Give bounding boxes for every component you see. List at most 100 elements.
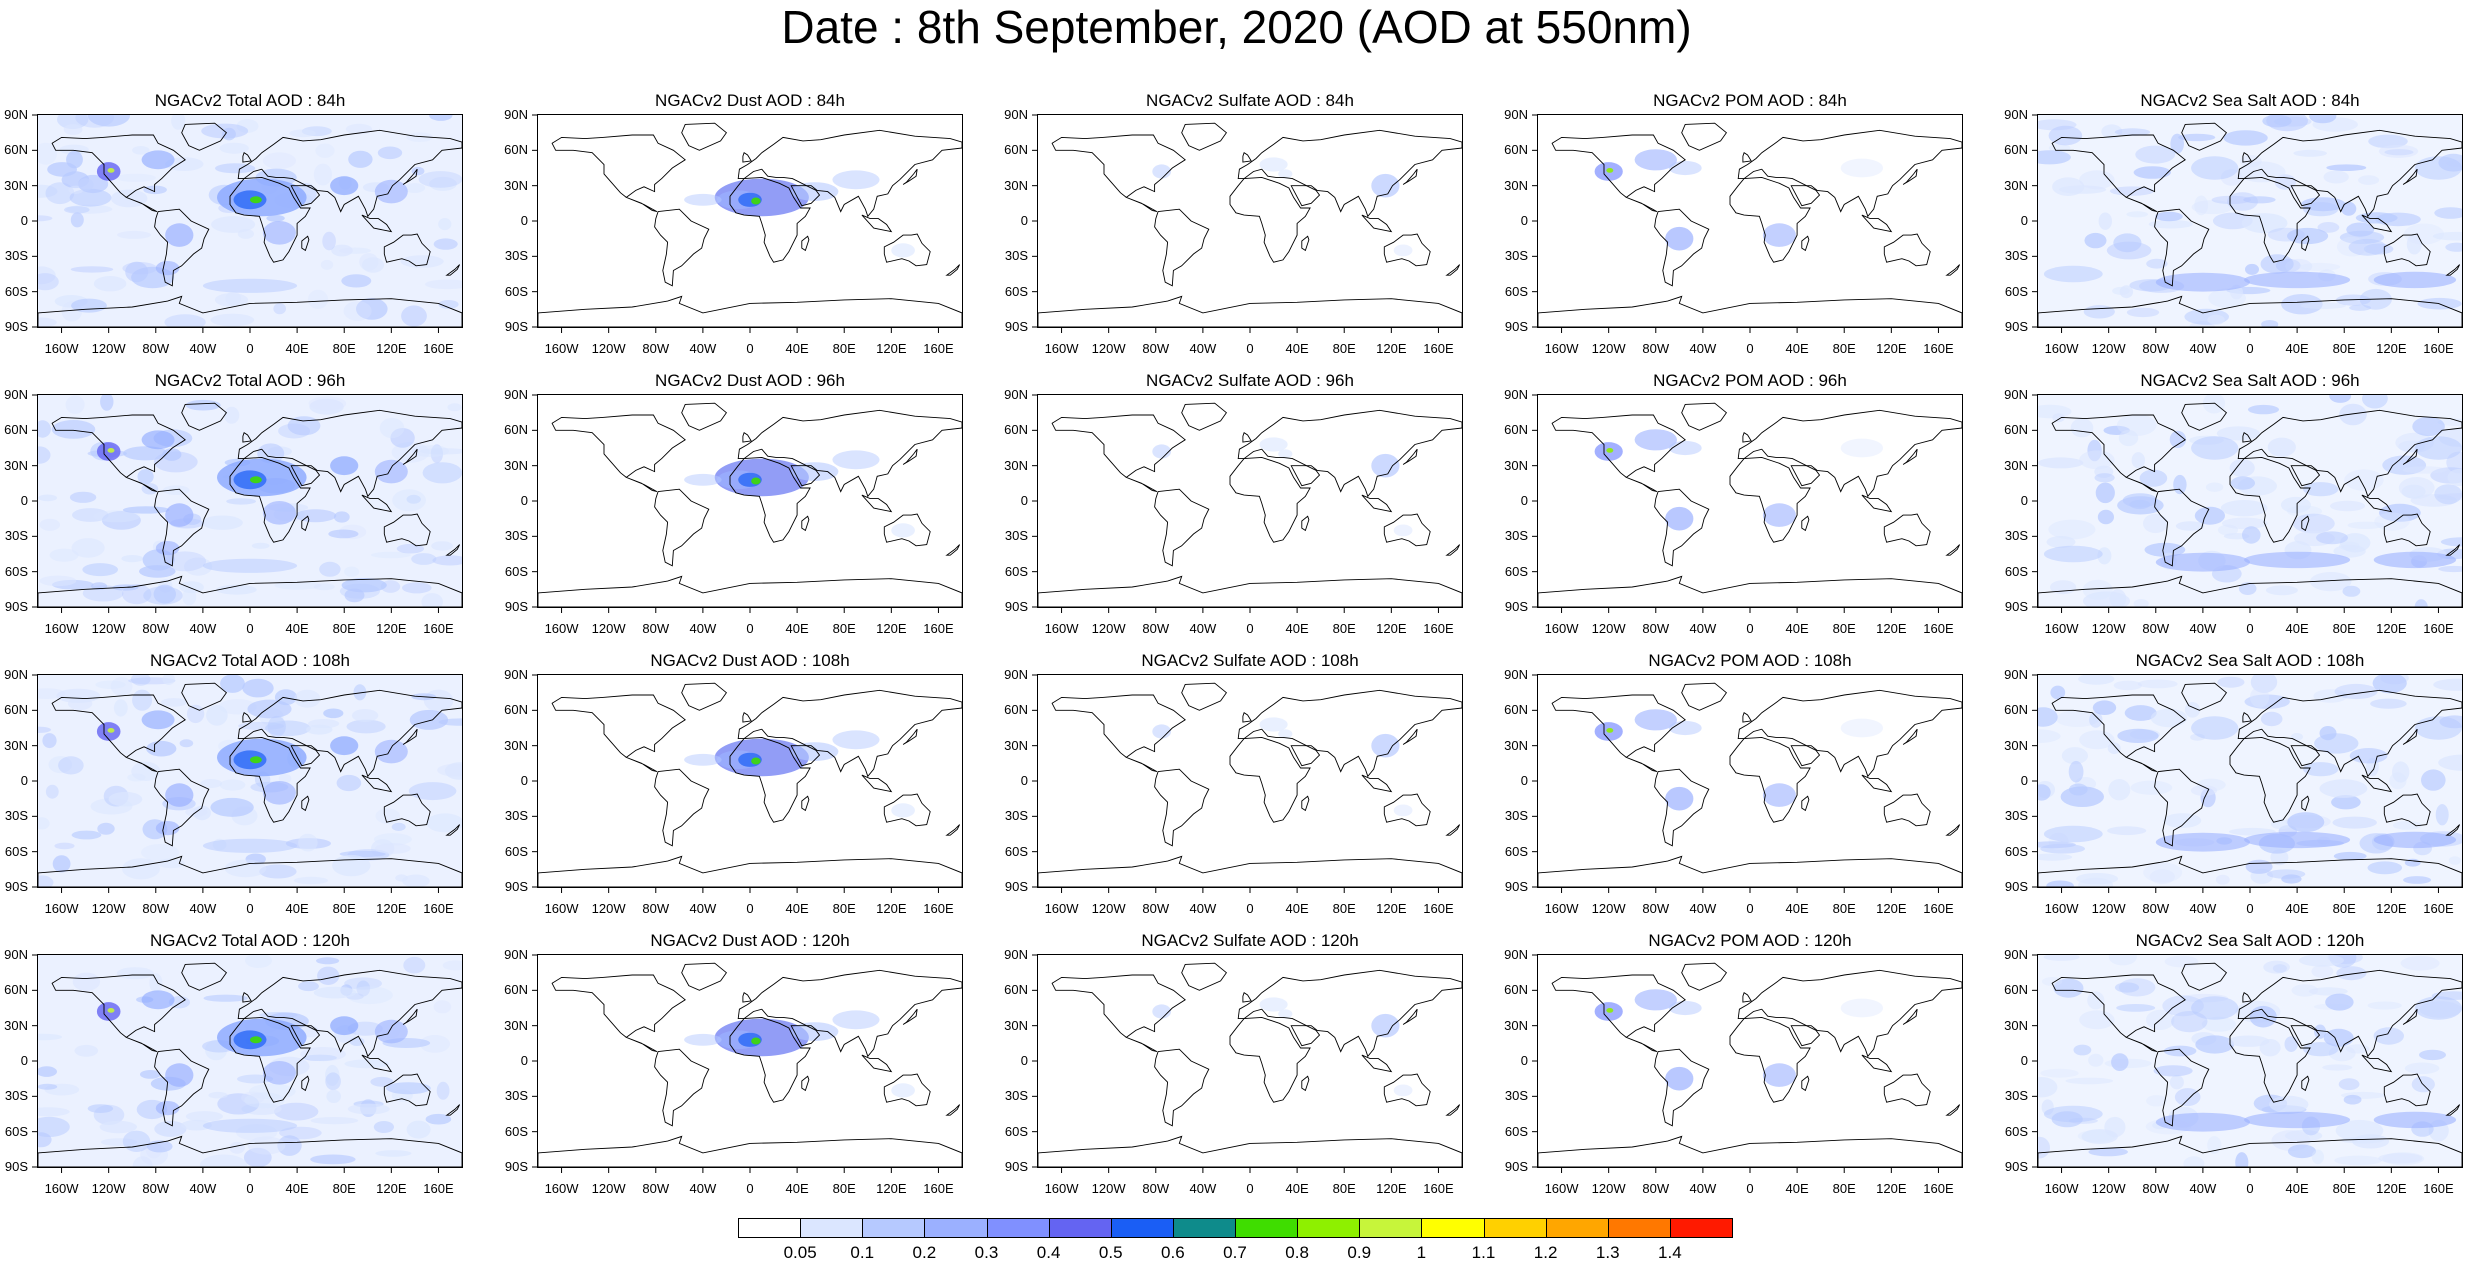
aod-patch bbox=[2111, 1053, 2129, 1071]
lat-tick-label: 90S bbox=[4, 1159, 28, 1174]
aod-patch bbox=[2404, 223, 2444, 245]
lon-tick-label: 40W bbox=[1189, 621, 1217, 636]
lon-tick-label: 160W bbox=[1044, 901, 1079, 916]
lat-tick-label: 90S bbox=[1004, 599, 1028, 614]
aod-patch bbox=[93, 276, 127, 292]
aod-patch bbox=[2291, 984, 2319, 997]
aod-patch bbox=[2358, 175, 2380, 185]
aod-plume bbox=[262, 1061, 296, 1085]
colorbar-level-label: 0.1 bbox=[850, 1243, 875, 1262]
aod-plume bbox=[2373, 551, 2457, 569]
coastline-madagascar bbox=[1301, 1075, 1310, 1092]
aod-patch bbox=[2319, 779, 2368, 798]
aod-patch bbox=[2235, 1152, 2249, 1167]
aod-patch bbox=[386, 1082, 431, 1095]
coastline-madagascar bbox=[2301, 515, 2310, 532]
coastline-indonesia bbox=[1861, 774, 1893, 793]
aod-patch bbox=[426, 813, 462, 833]
lat-tick-label: 60S bbox=[1504, 563, 1528, 579]
lat-tick-label: 30S bbox=[1504, 1088, 1528, 1104]
coastline-antarctica bbox=[1038, 575, 1462, 607]
aod-patch bbox=[346, 719, 386, 734]
aod-plume bbox=[751, 197, 761, 205]
aod-patch bbox=[2098, 212, 2112, 230]
lat-tick-label: 60S bbox=[1004, 283, 1028, 299]
aod-patch bbox=[2300, 302, 2346, 309]
aod-patch bbox=[390, 428, 415, 448]
aod-plume bbox=[262, 221, 296, 245]
aod-plume bbox=[1393, 804, 1413, 817]
lat-tick-label: 30N bbox=[4, 177, 28, 193]
aod-patch bbox=[2333, 851, 2367, 861]
aod-patch bbox=[2169, 430, 2187, 448]
aod-plume bbox=[250, 476, 262, 484]
world-map bbox=[1037, 674, 1463, 888]
aod-patch bbox=[406, 132, 434, 142]
coastline-africa bbox=[729, 176, 811, 263]
coastline-south-america bbox=[154, 488, 210, 567]
lon-tick-label: 0 bbox=[2246, 341, 2254, 356]
lon-tick-label: 0 bbox=[1246, 621, 1254, 636]
aod-patch bbox=[162, 448, 182, 461]
lon-tick-label: 160W bbox=[44, 901, 79, 916]
coastline-antarctica bbox=[538, 295, 962, 327]
aod-patch bbox=[2038, 404, 2072, 419]
aod-patch bbox=[140, 1070, 161, 1079]
aod-patch bbox=[2117, 728, 2159, 743]
aod-patch bbox=[58, 756, 84, 775]
coastline-europe-asia bbox=[2237, 409, 2462, 498]
aod-patch bbox=[238, 721, 285, 731]
coastline-madagascar bbox=[1801, 1075, 1810, 1092]
coastline-arabia bbox=[1790, 745, 1821, 767]
coastline-arabia bbox=[1790, 1025, 1821, 1047]
world-map bbox=[537, 674, 963, 888]
coastline-new-zealand bbox=[945, 264, 961, 276]
lat-tick-label: 0 bbox=[1020, 773, 1028, 788]
coastline-africa bbox=[2229, 176, 2311, 263]
aod-patch bbox=[375, 1150, 412, 1157]
coastline-uk bbox=[1242, 152, 1252, 163]
aod-patch bbox=[48, 756, 73, 774]
coastline-australia bbox=[383, 1073, 431, 1107]
aod-plume bbox=[832, 450, 880, 470]
lat-tick-label: 0 bbox=[1020, 493, 1028, 508]
aod-patch bbox=[2378, 144, 2419, 158]
coastline-antarctica bbox=[1538, 575, 1962, 607]
aod-patch bbox=[2392, 821, 2422, 830]
lat-tick-label: 90S bbox=[504, 1159, 528, 1174]
lon-tick-label: 80W bbox=[1642, 901, 1670, 916]
lon-tick-label: 160E bbox=[1923, 901, 1954, 916]
lon-tick-label: 0 bbox=[246, 341, 254, 356]
aod-patch bbox=[2269, 1095, 2309, 1113]
aod-plume bbox=[891, 523, 915, 538]
aod-patch bbox=[2113, 680, 2143, 691]
coastline-australia bbox=[1883, 513, 1931, 547]
aod-plume bbox=[141, 710, 175, 730]
aod-patch bbox=[2346, 1044, 2370, 1054]
colorbar-level-label: 1.1 bbox=[1471, 1243, 1496, 1262]
lon-tick-label: 120W bbox=[1591, 1181, 1626, 1196]
aod-patch bbox=[298, 981, 319, 992]
coastline-antarctica bbox=[1538, 1135, 1962, 1167]
coastline-africa bbox=[2229, 456, 2311, 543]
lat-tick-label: 60N bbox=[4, 702, 28, 718]
aod-patch bbox=[370, 1076, 394, 1087]
aod-patch bbox=[2332, 816, 2377, 829]
aod-plume bbox=[250, 756, 262, 764]
aod-patch bbox=[2137, 679, 2178, 689]
lat-tick-label: 0 bbox=[1520, 1053, 1528, 1068]
aod-patch bbox=[2163, 813, 2202, 828]
lon-tick-label: 40W bbox=[2189, 621, 2217, 636]
aod-patch bbox=[374, 843, 411, 854]
aod-patch bbox=[45, 784, 59, 799]
aod-plume bbox=[1665, 786, 1694, 811]
aod-patch bbox=[2292, 513, 2335, 534]
coastline-arabia bbox=[2290, 185, 2321, 207]
aod-patch bbox=[2438, 754, 2462, 771]
lon-tick-label: 160E bbox=[1423, 901, 1454, 916]
coastline-madagascar bbox=[1301, 515, 1310, 532]
coastline-greenland bbox=[181, 962, 228, 991]
aod-patch bbox=[179, 739, 194, 748]
lat-tick-label: 90N bbox=[1504, 947, 1528, 962]
lat-tick-label: 60S bbox=[1504, 1123, 1528, 1139]
